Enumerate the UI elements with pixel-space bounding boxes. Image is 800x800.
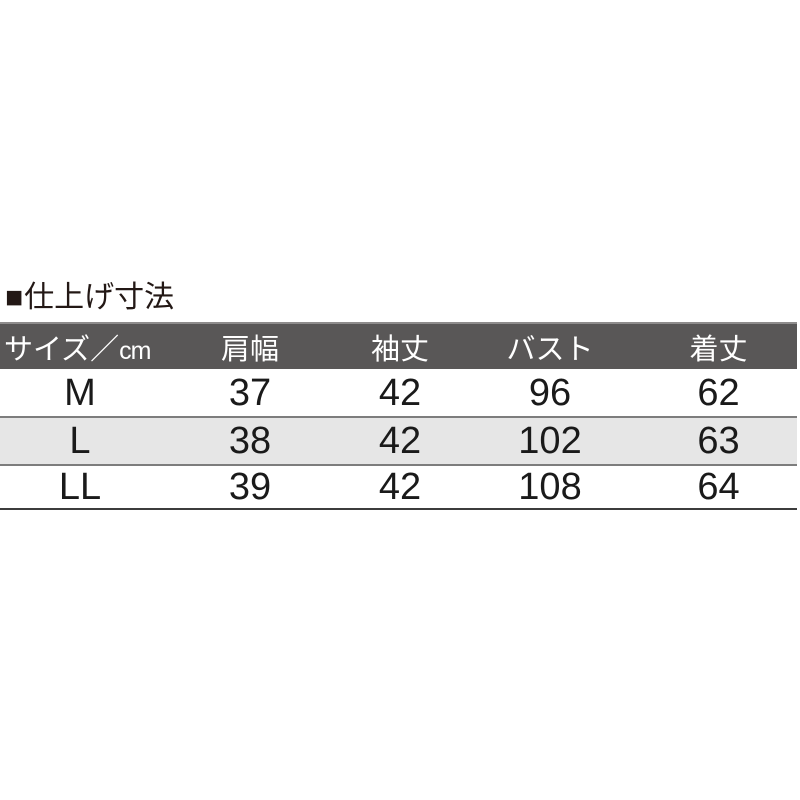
value-cell: 62 — [697, 371, 740, 414]
value-cell: 37 — [228, 371, 272, 414]
table-row-m: M 37 42 96 62 — [0, 369, 797, 417]
header-size-label: サイズ／ — [4, 333, 120, 366]
table-header-row: サイズ／cm 肩幅 袖丈 バスト 着丈 — [0, 323, 797, 369]
value-cell: 96 — [528, 371, 572, 414]
value-cell: 108 — [518, 466, 582, 508]
size-table: サイズ／cm 肩幅 袖丈 バスト 着丈 M 37 42 96 62 L 38 4… — [0, 322, 797, 510]
table-row-ll: LL 39 42 108 64 — [0, 465, 797, 509]
header-unit-label: cm — [119, 336, 151, 365]
size-cell: L — [69, 420, 91, 462]
header-shoulder-width: 肩幅 — [220, 333, 279, 366]
header-sleeve-length: 袖丈 — [370, 333, 429, 366]
value-cell: 42 — [378, 420, 422, 462]
size-cell: M — [64, 371, 96, 414]
value-cell: 39 — [228, 466, 272, 508]
section-title: ■仕上げ寸法 — [5, 281, 174, 315]
value-cell: 102 — [518, 420, 582, 462]
value-cell: 42 — [378, 371, 422, 414]
table-row-l: L 38 42 102 63 — [0, 417, 797, 465]
size-cell: LL — [58, 466, 102, 508]
header-bust: バスト — [506, 333, 594, 366]
header-body-length: 着丈 — [689, 333, 748, 366]
header-size-cm: サイズ／cm — [0, 323, 160, 369]
value-cell: 64 — [697, 466, 740, 508]
value-cell: 38 — [228, 420, 272, 462]
value-cell: 42 — [378, 466, 422, 508]
value-cell: 63 — [697, 420, 740, 462]
title-bullet-square: ■ — [5, 281, 24, 314]
section-title-text: 仕上げ寸法 — [24, 281, 175, 314]
